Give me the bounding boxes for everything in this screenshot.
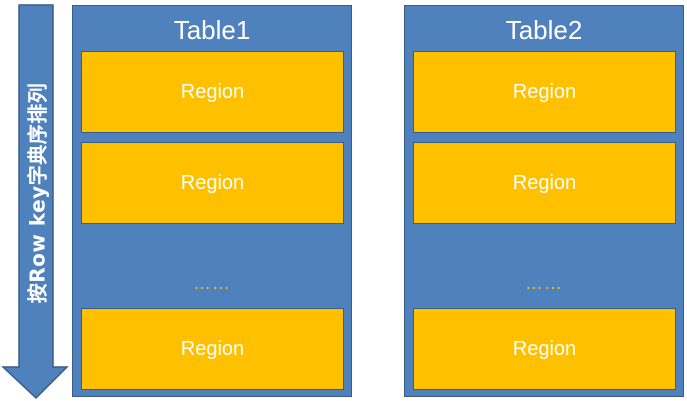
table-2-title: Table2 — [505, 15, 583, 45]
down-arrow-icon — [1, 4, 69, 400]
arrow-label: 按Row key字典序排列 — [25, 82, 50, 304]
table-2-region-1: Region — [413, 51, 676, 133]
table-1-ellipsis: …… — [193, 273, 231, 293]
table-1-title: Table1 — [173, 15, 251, 45]
table-2-region-2: Region — [413, 142, 676, 224]
table-1-region-1: Region — [81, 51, 344, 133]
table-2-ellipsis: …… — [525, 273, 563, 293]
table-2-box: Table2 Region Region …… Region — [404, 5, 684, 397]
sort-direction-arrow: 按Row key字典序排列 — [0, 0, 70, 401]
table-1-box: Table1 Region Region …… Region — [72, 5, 352, 397]
table-1-region-3: Region — [81, 308, 344, 390]
table-2-region-3: Region — [413, 308, 676, 390]
table-1-region-2: Region — [81, 142, 344, 224]
